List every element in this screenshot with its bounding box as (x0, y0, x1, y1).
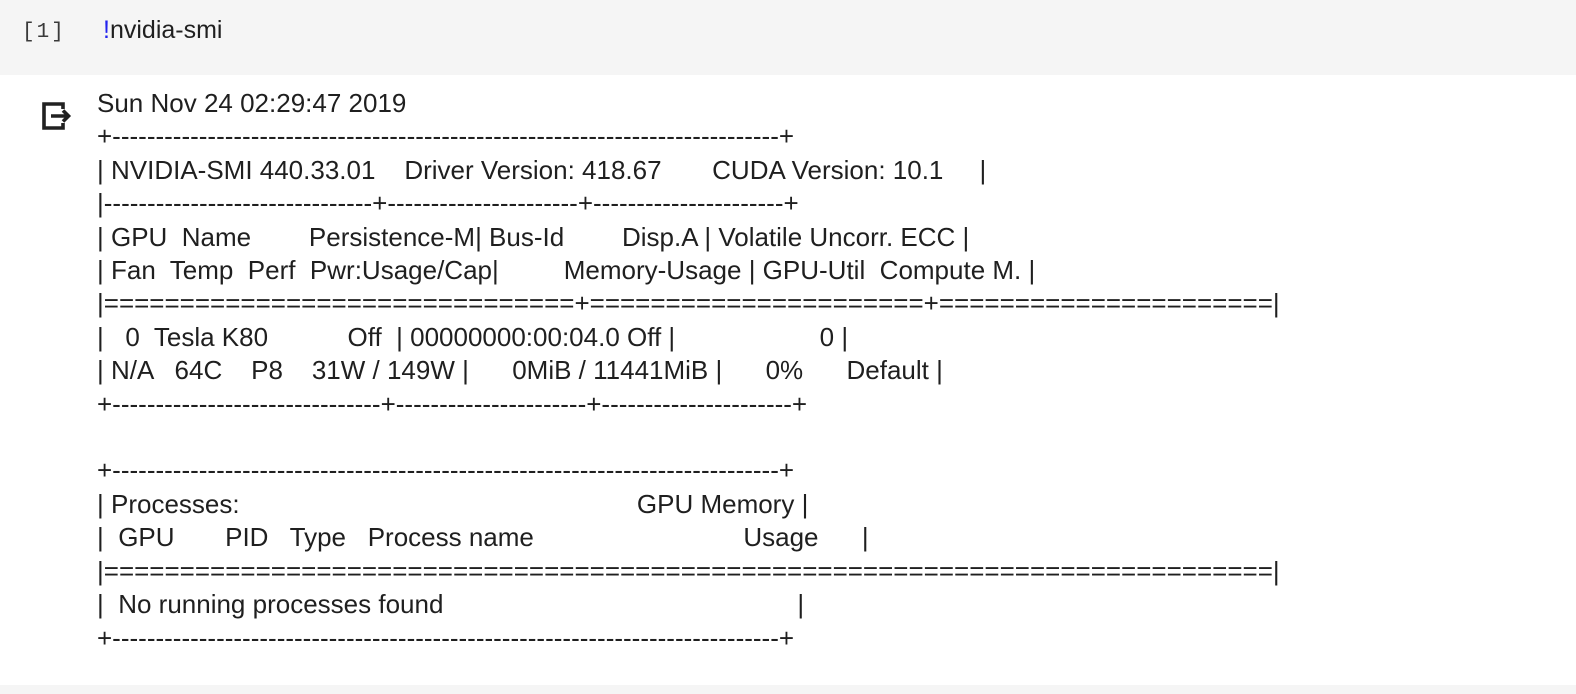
code-command: nvidia-smi (109, 16, 223, 44)
cell-output-area: Sun Nov 24 02:29:47 2019 +--------------… (0, 75, 1576, 655)
shell-magic-prefix: ! (103, 16, 110, 44)
code-editor-line[interactable]: !nvidia-smi (103, 16, 222, 45)
code-cell[interactable]: [1] !nvidia-smi (0, 0, 1576, 75)
output-arrow-icon (38, 98, 74, 134)
next-cell-divider (0, 685, 1576, 694)
nvidia-smi-output: Sun Nov 24 02:29:47 2019 +--------------… (97, 88, 1280, 653)
execution-count: [1] (22, 21, 66, 44)
